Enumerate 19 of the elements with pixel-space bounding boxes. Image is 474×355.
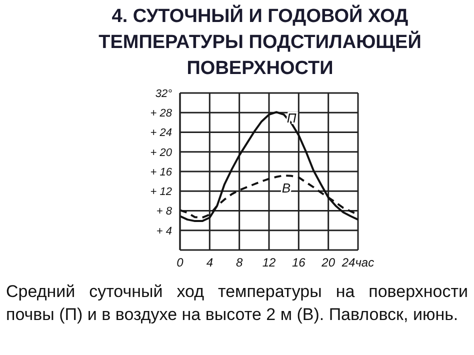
y-tick-label: + 24 xyxy=(150,127,172,140)
y-tick-label: + 8 xyxy=(156,206,173,218)
x-tick-label: 0 xyxy=(176,256,184,270)
x-tick-label: 4 xyxy=(206,256,214,270)
y-tick-label: + 20 xyxy=(150,146,173,159)
y-tick-label: + 4 xyxy=(156,225,172,238)
chart-title: 4. СУТОЧНЫЙ И ГОДОВОЙ ХОД ТЕМПЕРАТУРЫ ПОДСТИЛАЮЩЕЙ ПОВЕРХНОСТИ xyxy=(98,4,422,81)
x-tick-label: 20 xyxy=(320,256,336,270)
x-tick-label: 12 xyxy=(262,256,276,270)
y-tick-label: 32° xyxy=(155,88,173,100)
text: Средний суточный ход температуры на поверхности почвы (П) и в воздухе на высоте 2 м (В). Павловск, июнь. xyxy=(6,281,468,326)
y-tick-label: + 12 xyxy=(150,186,172,198)
x-tick-label: 8 xyxy=(236,256,243,270)
line-series xyxy=(180,111,358,222)
x-tick-label: 24час xyxy=(340,256,374,270)
y-tick-label: + 28 xyxy=(150,108,173,120)
y-tick-label: + 16 xyxy=(150,166,173,178)
x-tick-label: 16 xyxy=(292,256,306,270)
series-label: П xyxy=(286,110,297,126)
